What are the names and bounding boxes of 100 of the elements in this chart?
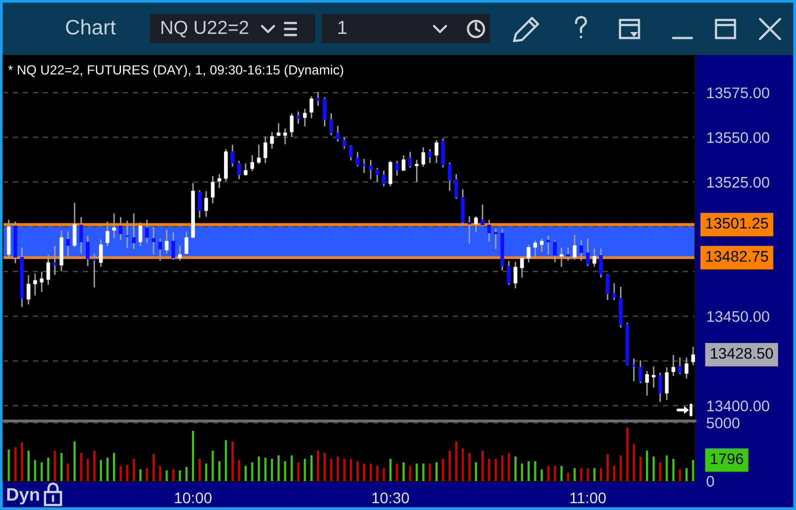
candlestick [152, 226, 156, 254]
candlestick [546, 236, 550, 254]
candlestick [356, 152, 360, 167]
bar [80, 453, 82, 481]
candlestick [672, 354, 676, 376]
candlestick [316, 92, 320, 106]
candlestick [592, 248, 596, 267]
candlestick [645, 370, 649, 396]
candlestick [494, 228, 498, 249]
bar [567, 472, 570, 481]
bar [508, 453, 510, 481]
bar [336, 456, 339, 481]
x-tick-label: 10:00 [175, 492, 212, 504]
candlestick [112, 214, 116, 238]
candlestick [86, 236, 90, 266]
candlestick [408, 152, 412, 168]
bar [93, 450, 96, 481]
candlestick [244, 163, 248, 176]
bar [494, 458, 497, 481]
bar [672, 458, 674, 481]
bar [422, 464, 424, 481]
bar [166, 470, 168, 481]
bar [238, 460, 240, 481]
bar [324, 453, 326, 481]
candlestick [336, 126, 340, 142]
bar [540, 469, 543, 481]
bar [330, 458, 332, 481]
bar [146, 468, 148, 481]
candlestick [329, 113, 334, 136]
candlestick [507, 260, 511, 285]
candlestick [520, 256, 524, 278]
candlestick [362, 158, 366, 173]
bar [54, 450, 56, 481]
bar [389, 458, 392, 481]
candlestick [33, 273, 37, 296]
candlestick [52, 246, 57, 275]
bar [8, 450, 10, 481]
bar [278, 455, 280, 481]
bar [172, 469, 174, 481]
candlestick [652, 366, 656, 388]
bar [428, 464, 431, 481]
bar [659, 462, 662, 481]
candlestick [375, 168, 380, 182]
candlestick [612, 283, 616, 300]
candlestick [283, 128, 287, 144]
candlestick [691, 346, 695, 366]
candlestick [382, 170, 386, 186]
bar [547, 466, 550, 481]
candlestick [474, 216, 478, 232]
x-tick-label: 11:00 [570, 492, 606, 504]
bar [626, 427, 628, 481]
candlestick [210, 176, 215, 204]
bar [376, 466, 378, 481]
bar [350, 458, 352, 481]
candlestick [368, 160, 373, 180]
bar [244, 466, 247, 481]
bar [501, 455, 504, 481]
bar [560, 466, 563, 481]
bar [231, 441, 234, 481]
bar [74, 441, 76, 481]
bar [363, 464, 366, 481]
bar [514, 456, 516, 481]
candlestick [342, 138, 346, 149]
candlestick [606, 274, 610, 300]
candlestick [46, 254, 50, 285]
bar [192, 430, 194, 481]
bar [304, 458, 306, 481]
bar [120, 466, 122, 481]
y-tick-label: 13525.00 [707, 176, 770, 188]
candlestick [270, 132, 274, 149]
candlestick [388, 160, 392, 186]
candlestick [132, 214, 136, 249]
bar [264, 458, 266, 481]
candlestick [553, 240, 557, 262]
candlestick [237, 160, 241, 180]
bar [224, 440, 227, 481]
y-tick-label: 13575.00 [707, 87, 770, 98]
bar [297, 462, 300, 481]
bar [139, 469, 142, 481]
bar [678, 469, 681, 481]
ref-line-label: 13501.25 [706, 218, 768, 229]
bar [646, 450, 648, 481]
candlestick [256, 144, 261, 164]
bar [593, 468, 596, 481]
bar [620, 455, 622, 481]
candlestick [448, 162, 452, 191]
bar [40, 462, 43, 481]
candlestick [468, 216, 472, 244]
bar [574, 468, 576, 481]
annotation: 13428.50 [710, 348, 773, 359]
candlestick [26, 275, 30, 304]
candlestick [164, 230, 169, 254]
candlestick [290, 113, 294, 138]
bar [27, 450, 30, 481]
candlestick [638, 360, 642, 384]
bar [382, 468, 385, 481]
candlestick [395, 160, 399, 176]
bar [613, 466, 616, 481]
bar [474, 462, 478, 481]
candlestick [171, 232, 176, 260]
